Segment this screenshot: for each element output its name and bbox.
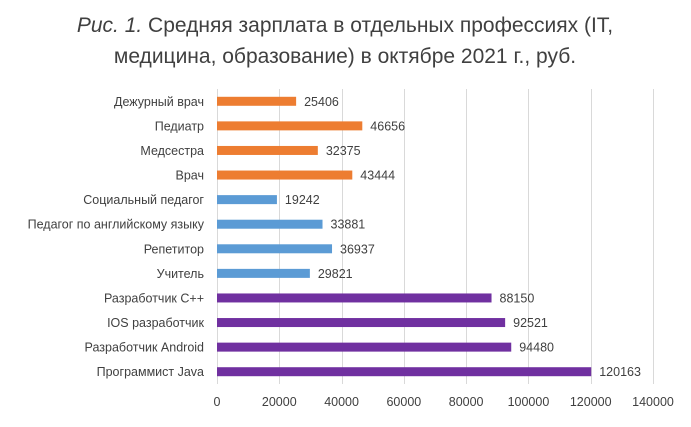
data-label: 25406 xyxy=(304,95,339,109)
bar xyxy=(217,170,353,180)
category-label: Программист Java xyxy=(97,365,204,379)
bar xyxy=(217,268,310,278)
bars xyxy=(217,96,592,377)
bar xyxy=(217,367,592,377)
bar xyxy=(217,121,363,131)
category-label: Врач xyxy=(176,169,204,183)
data-label: 92521 xyxy=(513,316,548,330)
x-tick-label: 100000 xyxy=(508,395,550,409)
category-label: Учитель xyxy=(157,267,204,281)
bar xyxy=(217,342,512,352)
x-tick-label: 140000 xyxy=(632,395,674,409)
x-tick-label: 20000 xyxy=(262,395,297,409)
category-label: Репетитор xyxy=(144,242,204,256)
category-label: Разработчик Android xyxy=(85,341,205,355)
bar xyxy=(217,244,333,254)
category-label: Педагог по английскому языку xyxy=(28,218,205,232)
data-label: 46656 xyxy=(370,119,405,133)
bar xyxy=(217,145,318,155)
data-label: 120163 xyxy=(599,365,641,379)
gridlines xyxy=(217,89,654,384)
category-label: Разработчик С++ xyxy=(104,291,204,305)
category-label: Медсестра xyxy=(140,144,204,158)
category-label: Дежурный врач xyxy=(114,95,204,109)
category-label: Социальный педагог xyxy=(83,193,204,207)
data-label: 36937 xyxy=(340,242,375,256)
bar xyxy=(217,293,492,303)
bar xyxy=(217,96,297,106)
bar xyxy=(217,318,506,328)
bar xyxy=(217,195,277,205)
data-label: 43444 xyxy=(360,169,395,183)
category-label: IOS разработчик xyxy=(107,316,204,330)
data-label: 94480 xyxy=(519,341,554,355)
data-label: 33881 xyxy=(331,218,366,232)
data-label: 32375 xyxy=(326,144,361,158)
labels: 0 20000 40000 60000 80000 100000 120000 140000 Д… xyxy=(28,95,674,409)
x-tick-label: 0 xyxy=(214,395,221,409)
x-tick-label: 80000 xyxy=(449,395,484,409)
x-tick-label: 60000 xyxy=(386,395,421,409)
x-tick-label: 40000 xyxy=(324,395,359,409)
chart-title-line-1: Рис. 1. Средняя зарплата в отдельных про… xyxy=(77,14,613,37)
data-label: 29821 xyxy=(318,267,353,281)
x-tick-label: 120000 xyxy=(570,395,612,409)
data-label: 88150 xyxy=(500,291,535,305)
data-label: 19242 xyxy=(285,193,320,207)
category-label: Педиатр xyxy=(155,119,204,133)
chart-title-line-1-text: Средняя зарплата в отдельных профессиях … xyxy=(142,14,613,37)
chart-title-prefix: Рис. 1. xyxy=(77,14,142,37)
bar xyxy=(217,219,323,229)
chart-title-line-2: медицина, образование) в октябре 2021 г.… xyxy=(114,45,576,68)
